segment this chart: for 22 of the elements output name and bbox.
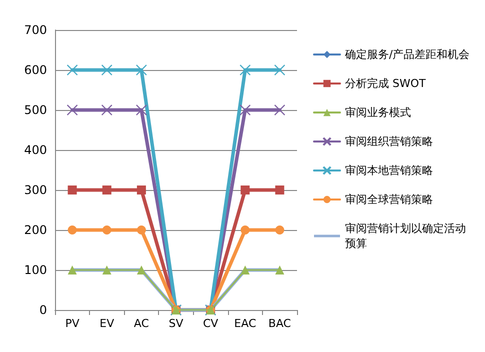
x-tick-label: SV bbox=[168, 317, 184, 330]
y-tick-label: 500 bbox=[24, 103, 47, 117]
legend-label: 审阅业务模式 bbox=[345, 106, 411, 119]
y-tick-label: 600 bbox=[24, 63, 47, 77]
legend-label: 确定服务/产品差距和机会 bbox=[344, 48, 470, 61]
legend-label: 审阅组织营销策略 bbox=[345, 135, 433, 148]
legend-label: 分析完成 SWOT bbox=[345, 77, 426, 90]
y-tick-label: 700 bbox=[24, 23, 47, 37]
x-tick-label: EV bbox=[100, 317, 115, 330]
y-tick-label: 100 bbox=[24, 263, 47, 277]
x-tick-label: CV bbox=[202, 317, 219, 330]
y-tick-label: 400 bbox=[24, 143, 47, 157]
legend-label: 审阅全球营销策略 bbox=[345, 193, 433, 206]
legend-label: 审阅营销计划以确定活动预算 bbox=[345, 222, 466, 250]
legend-label: 审阅本地营销策略 bbox=[345, 164, 433, 177]
x-tick-label: AC bbox=[134, 317, 150, 330]
x-tick-label: PV bbox=[65, 317, 80, 330]
y-tick-label: 0 bbox=[39, 303, 47, 317]
x-tick-label: EAC bbox=[234, 317, 256, 330]
x-tick-label: BAC bbox=[268, 317, 292, 330]
y-tick-label: 300 bbox=[24, 183, 47, 197]
y-tick-label: 200 bbox=[24, 223, 47, 237]
